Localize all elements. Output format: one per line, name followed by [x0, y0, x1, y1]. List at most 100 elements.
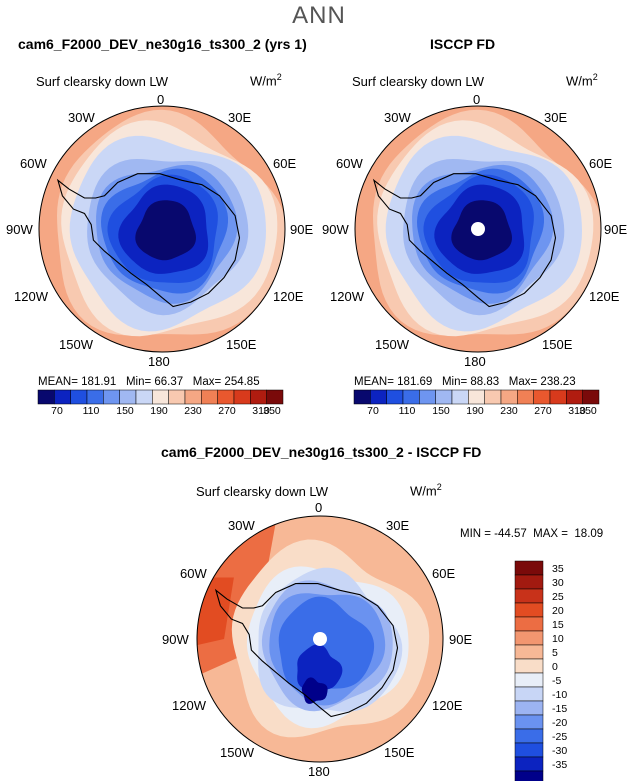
colorbar-cell: [514, 574, 544, 590]
colorbar-tick-label: 190: [466, 405, 484, 417]
lon-label: 30W: [68, 110, 95, 125]
contour-band: [197, 577, 234, 646]
variable-label-model: Surf clearsky down LW: [36, 74, 168, 89]
pole-mask: [471, 222, 485, 236]
lon-label: 90E: [604, 222, 628, 237]
coastline: [372, 173, 557, 308]
page-title: ANN: [292, 2, 346, 29]
colorbar-tick-label: 350: [263, 405, 281, 417]
colorbar-tick-label: 270: [534, 405, 552, 417]
colorbar-tick-label: -30: [552, 745, 568, 757]
colorbar-cell: [514, 672, 544, 688]
lon-label: 30W: [228, 518, 255, 533]
lon-label: 0: [315, 500, 323, 515]
colorbar-cell: [514, 658, 544, 674]
lon-label: 150W: [59, 337, 93, 352]
colorbar-cell: [514, 714, 544, 730]
lon-label: 90W: [322, 222, 349, 237]
lon-label: 30E: [386, 518, 410, 533]
colorbar-cell: [514, 588, 544, 604]
colorbar-cell: [514, 602, 544, 618]
contour-band: [297, 644, 343, 690]
map-fill: [355, 106, 601, 352]
lon-label: 150E: [384, 745, 415, 760]
variable-label-obs: Surf clearsky down LW: [352, 74, 484, 89]
lon-label: 60W: [20, 156, 47, 171]
lon-label: 180: [308, 764, 330, 779]
lon-label: 90W: [162, 632, 189, 647]
lon-label: 0: [473, 92, 481, 107]
stats-model: MEAN= 181.91 Min= 66.37 Max= 254.85: [38, 376, 260, 388]
colorbar-tick-label: 150: [116, 405, 134, 417]
colorbar-cell: [514, 686, 544, 702]
lon-label: 150E: [226, 337, 257, 352]
colorbar-tick-label: 30: [552, 577, 564, 589]
colorbar-tick-label: -5: [552, 675, 562, 687]
lon-label: 0: [157, 92, 165, 107]
colorbar-tick-label: 310: [568, 405, 586, 417]
lon-label: 150W: [220, 745, 254, 760]
lon-label: 60E: [273, 156, 297, 171]
map-border: [354, 105, 602, 353]
colorbar-cell: [514, 742, 544, 758]
colorbar-tick-label: 10: [552, 633, 564, 645]
colorbar-cell: [514, 560, 544, 576]
lon-label: 60W: [180, 566, 207, 581]
colorbar-tick-label: 270: [218, 405, 236, 417]
variable-label-diff: Surf clearsky down LW: [196, 484, 328, 499]
pole-mask: [313, 632, 327, 646]
panel-title-obs: ISCCP FD: [430, 36, 496, 52]
colorbar-tick-label: 15: [552, 619, 564, 631]
colorbar-tick-label: 110: [82, 405, 100, 417]
units-label-model: W/m2: [250, 72, 282, 89]
contour-band: [135, 200, 196, 261]
map-border: [196, 515, 444, 763]
colorbar-tick-label: 190: [150, 405, 168, 417]
colorbar-tick-label: 230: [184, 405, 202, 417]
lon-label: 180: [148, 354, 170, 369]
stats-obs: MEAN= 181.69 Min= 88.83 Max= 238.23: [354, 376, 576, 388]
lon-label: 120W: [14, 289, 48, 304]
coastline: [214, 583, 399, 718]
panel-title-diff: cam6_F2000_DEV_ne30g16_ts300_2 - ISCCP F…: [161, 444, 482, 460]
colorbar-tick-label: 35: [552, 563, 564, 575]
units-label-obs: W/m2: [566, 72, 598, 89]
colorbar-cell: [514, 700, 544, 716]
lon-label: 120E: [589, 289, 620, 304]
colorbar-tick-label: 110: [398, 405, 416, 417]
colorbar-cell: [582, 389, 600, 405]
coastline: [56, 173, 241, 308]
lon-label: 150E: [542, 337, 573, 352]
lon-label: 90E: [290, 222, 314, 237]
map-fill: [39, 106, 285, 352]
colorbar-tick-label: 5: [552, 647, 558, 659]
map-border: [38, 105, 286, 353]
colorbar-cell: [514, 728, 544, 744]
lon-label: 120E: [273, 289, 304, 304]
colorbar-tick-label: -20: [552, 717, 568, 729]
colorbar-cell: [514, 630, 544, 646]
panel-title-model: cam6_F2000_DEV_ne30g16_ts300_2 (yrs 1): [18, 36, 307, 52]
colorbar-tick-label: 350: [579, 405, 597, 417]
lon-label: 120W: [172, 698, 206, 713]
lon-label: 60E: [589, 156, 613, 171]
colorbar-cell: [266, 389, 284, 405]
colorbar-tick-label: 25: [552, 591, 564, 603]
colorbar-cell: [514, 756, 544, 772]
lon-label: 60E: [432, 566, 456, 581]
units-label-diff: W/m2: [410, 482, 442, 499]
lon-label: 150W: [375, 337, 409, 352]
colorbar-cell: [514, 770, 544, 781]
lon-label: 120E: [432, 698, 463, 713]
colorbar-cell: [514, 644, 544, 660]
lon-label: 30W: [384, 110, 411, 125]
colorbar-tick-label: 70: [367, 405, 379, 417]
lon-label: 30E: [544, 110, 568, 125]
colorbar-tick-label: 0: [552, 661, 558, 673]
